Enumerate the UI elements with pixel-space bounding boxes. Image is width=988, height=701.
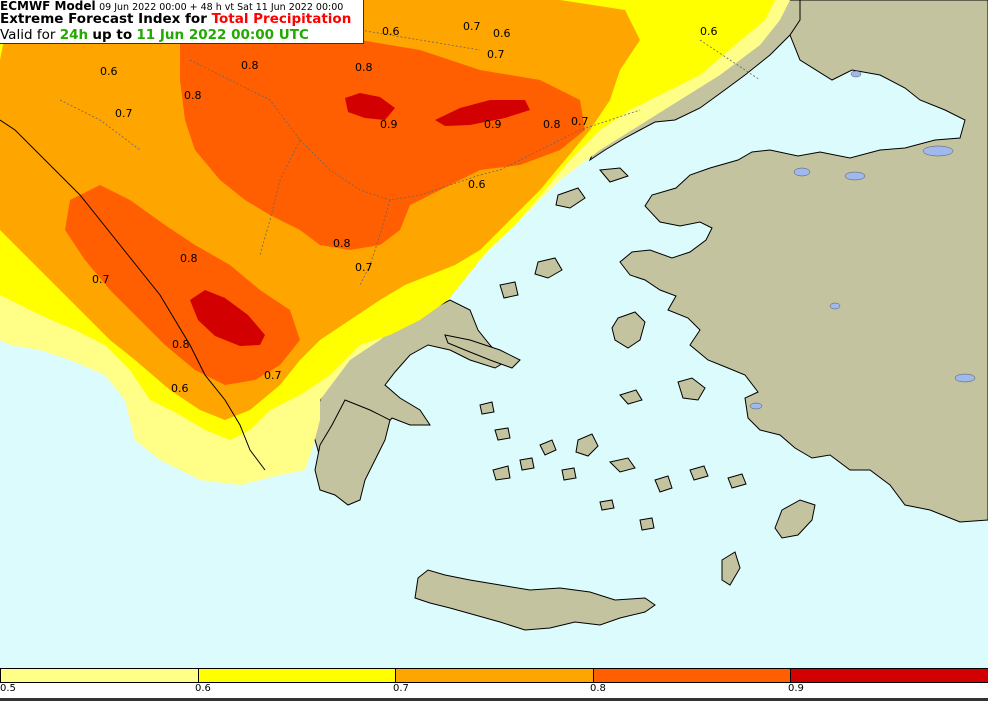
legend-tick: 0.5 — [0, 683, 16, 694]
legend-swatch-0.8 — [592, 669, 791, 682]
cyclades-islands — [479, 167, 747, 586]
contour-label: 0.7 — [92, 273, 110, 286]
contour-label: 0.8 — [333, 237, 351, 250]
efi-area-0.9-a — [345, 93, 395, 120]
legend-swatch-0.9 — [790, 669, 988, 682]
contour-label: 0.6 — [700, 25, 718, 38]
land-euboea — [444, 334, 521, 369]
forecast-map: 0.6 0.7 0.6 0.7 0.6 0.6 0.8 0.8 0.8 0.7 … — [0, 0, 988, 631]
contour-label: 0.7 — [571, 115, 589, 128]
contour-label: 0.6 — [171, 382, 189, 395]
valid-line: Valid for 24h up to 11 Jun 2022 00:00 UT… — [0, 27, 309, 43]
land-limnos — [534, 257, 563, 279]
title-box: ECMWF Model 09 Jun 2022 00:00 + 48 h vt … — [0, 0, 364, 44]
period: 24h — [59, 27, 89, 43]
land-anatolia — [619, 0, 988, 523]
contour-label: 0.8 — [180, 252, 198, 265]
contour-labels: 0.6 0.7 0.6 0.7 0.6 0.6 0.8 0.8 0.8 0.7 … — [92, 20, 718, 395]
land-crete — [414, 569, 656, 631]
legend-color-bar — [0, 668, 988, 683]
index-prefix: Extreme Forecast Index for — [0, 11, 207, 27]
color-legend: 0.5 0.6 0.7 0.8 0.9 — [0, 668, 988, 701]
contour-label: 0.8 — [241, 59, 259, 72]
lakes — [749, 70, 976, 410]
contour-label: 0.9 — [380, 118, 398, 131]
contour-label: 0.7 — [355, 261, 373, 274]
coastline-adriatic — [0, 119, 266, 471]
contour-label: 0.6 — [468, 178, 486, 191]
contour-label: 0.7 — [264, 369, 282, 382]
valid-time: 11 Jun 2022 00:00 UTC — [136, 27, 309, 43]
index-title-line: Extreme Forecast Index for Total Precipi… — [0, 11, 351, 27]
contour-label: 0.6 — [493, 27, 511, 40]
contour-label: 0.6 — [100, 65, 118, 78]
land-peloponnese — [314, 399, 391, 506]
up-to: up to — [92, 27, 133, 43]
contour-label: 0.7 — [115, 107, 133, 120]
legend-tick: 0.7 — [393, 683, 409, 694]
run-info: 09 Jun 2022 00:00 + 48 h vt Sat 11 Jun 2… — [99, 2, 344, 13]
contour-label: 0.8 — [184, 89, 202, 102]
model-name: ECMWF Model — [0, 0, 96, 13]
land-gokceada — [555, 187, 586, 209]
legend-swatch-0.5 — [0, 669, 198, 682]
land-chios — [677, 377, 706, 401]
legend-tick: 0.8 — [590, 683, 606, 694]
contour-label: 0.7 — [463, 20, 481, 33]
contour-label: 0.9 — [484, 118, 502, 131]
contour-label: 0.6 — [382, 25, 400, 38]
legend-swatch-0.7 — [395, 669, 593, 682]
legend-tick: 0.6 — [195, 683, 211, 694]
contour-label: 0.8 — [172, 338, 190, 351]
land-rhodes — [774, 499, 816, 539]
legend-swatch-0.6 — [197, 669, 396, 682]
efi-area-0.8-north — [180, 20, 585, 250]
contour-label: 0.7 — [487, 48, 505, 61]
legend-baseline — [0, 698, 988, 701]
model-run-line: ECMWF Model 09 Jun 2022 00:00 + 48 h vt … — [0, 0, 343, 13]
parameter-name: Total Precipitation — [211, 11, 352, 27]
efi-area-0.9-c — [190, 290, 265, 346]
efi-area-0.9-b — [435, 100, 530, 126]
land-lesvos — [611, 311, 646, 349]
legend-tick: 0.9 — [788, 683, 804, 694]
contour-label: 0.8 — [543, 118, 561, 131]
valid-prefix: Valid for — [0, 27, 56, 43]
contour-label: 0.8 — [355, 61, 373, 74]
